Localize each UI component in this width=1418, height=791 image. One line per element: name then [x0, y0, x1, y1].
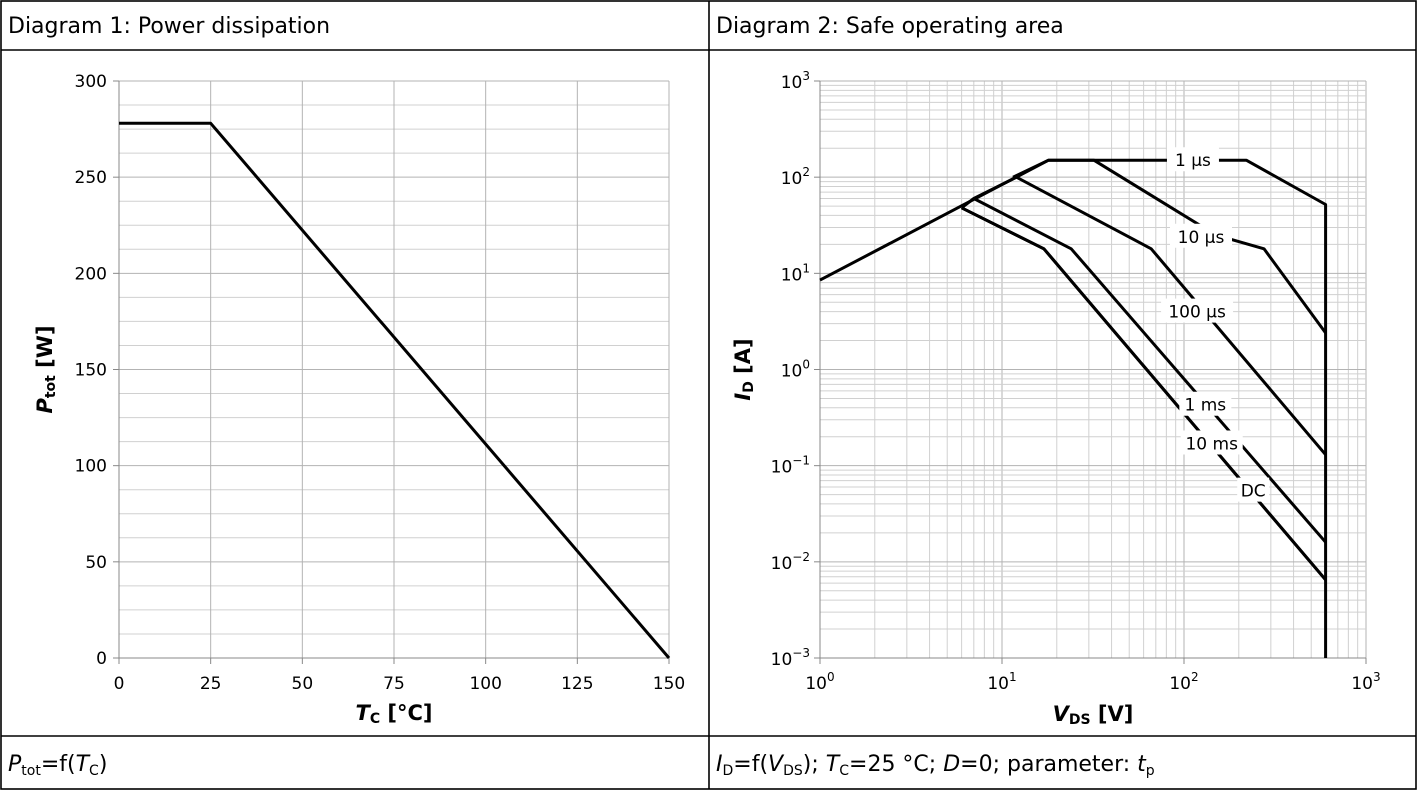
- chart1-gridlines: [118, 80, 670, 659]
- diagram-2-title: Diagram 2: Safe operating area: [716, 14, 1064, 39]
- chart2-curve-label-bg: [1161, 298, 1234, 323]
- chart2-curve-label: 10 ms: [1185, 435, 1238, 455]
- chart2-curve-label-bg: [1237, 477, 1270, 502]
- chart1-y-tick-label: 300: [75, 72, 107, 92]
- chart1-x-tick-label: 100: [469, 674, 501, 694]
- chart1-x-axis-label: TC [°C]: [355, 701, 432, 727]
- chart1-y-tick-label: 250: [75, 168, 107, 188]
- chart1-y-tick-label: 150: [75, 361, 107, 381]
- chart2-x-tick-label: 103: [1351, 670, 1380, 694]
- chart2-curve-label-bg: [1179, 391, 1232, 416]
- chart2-y-tick-label: 10−3: [771, 646, 810, 670]
- chart2-y-axis-label: ID [A]: [731, 338, 757, 400]
- chart1-power-curve: [119, 121, 671, 659]
- chart2-curve-label: 1 ms: [1185, 396, 1227, 416]
- chart2-x-tick-label: 102: [1169, 670, 1198, 694]
- chart1-x-tick-label: 150: [653, 674, 685, 694]
- chart2-y-tick-label: 10−2: [771, 550, 810, 574]
- chart1-series: [119, 121, 671, 659]
- chart2-curve-label-bg: [1166, 147, 1219, 172]
- chart2-curve-label-bg: [1170, 223, 1233, 248]
- chart2-x-tick-label: 100: [805, 670, 834, 694]
- diagram-1-title: Diagram 1: Power dissipation: [8, 14, 330, 39]
- chart2-x-axis-label: VDS [V]: [1053, 702, 1134, 728]
- chart2-curve-label: DC: [1241, 482, 1266, 502]
- chart2-curve-label-bg: [1180, 430, 1243, 455]
- chart2-tick-labels: 10−3 10−2 10−1 100 101 102 103 100 101 102 103: [771, 69, 1381, 694]
- chart1-y-tick-label: 50: [85, 553, 107, 573]
- chart1-y-axis-label: Ptot [W]: [33, 325, 59, 413]
- chart1-tick-labels: 0 50 100 150 200 250 300 0 25 50 75 100 125 150: [75, 72, 686, 694]
- safe-operating-area-chart: 10−3 10−2 10−1 100 101 102 103 100 101 102 103 1 µ…: [731, 69, 1381, 728]
- chart2-curve-label: 1 µs: [1175, 151, 1211, 171]
- diagram-2-formula: ID=f(VDS); TC=25 °C; D=0; parameter: tp: [716, 752, 1155, 779]
- chart1-x-tick-label: 25: [200, 674, 222, 694]
- chart2-y-tick-label: 103: [781, 69, 810, 93]
- chart1-x-tick-label: 0: [114, 674, 125, 694]
- chart2-x-tick-label: 101: [987, 670, 1016, 694]
- chart1-y-tick-label: 200: [75, 264, 107, 284]
- chart2-y-tick-label: 10−1: [771, 454, 810, 478]
- chart2-curve-labels: 1 µs 10 µs 100 µs 1 ms 10 ms DC: [1161, 147, 1270, 502]
- chart2-curve-label: 10 µs: [1178, 228, 1225, 248]
- chart2-y-tick-label: 102: [781, 165, 810, 189]
- chart2-axes: [814, 80, 1367, 664]
- power-dissipation-chart: 0 50 100 150 200 250 300 0 25 50 75 100 125 150 TC [°…: [33, 72, 685, 727]
- chart1-axes: [113, 80, 670, 664]
- chart2-y-tick-label: 101: [781, 261, 810, 285]
- chart2-series: [819, 158, 1328, 658]
- chart2-curve-label: 100 µs: [1168, 303, 1226, 323]
- diagram-1-formula: Ptot=f(TC): [8, 752, 107, 779]
- chart2-soa-curve: [960, 206, 1327, 581]
- chart2-soa-curve: [973, 175, 1327, 456]
- chart2-soa-curve: [1012, 158, 1327, 334]
- chart1-y-tick-label: 100: [75, 457, 107, 477]
- chart2-y-tick-label: 100: [781, 358, 810, 382]
- chart1-y-tick-label: 0: [96, 649, 107, 669]
- chart1-x-tick-label: 75: [383, 674, 405, 694]
- chart1-x-tick-label: 50: [292, 674, 314, 694]
- chart1-x-tick-label: 125: [561, 674, 593, 694]
- chart2-gridlines: [819, 80, 1367, 659]
